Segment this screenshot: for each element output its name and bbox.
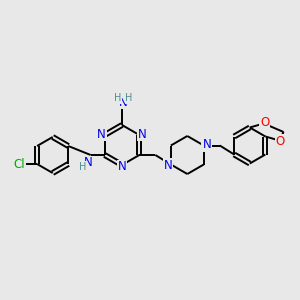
Text: N: N <box>164 159 172 172</box>
Text: N: N <box>138 128 147 140</box>
Text: H: H <box>79 162 86 172</box>
Text: N: N <box>118 95 127 109</box>
Text: O: O <box>276 135 285 148</box>
Text: N: N <box>202 138 211 151</box>
Text: Cl: Cl <box>13 158 25 170</box>
Text: H: H <box>125 93 133 103</box>
Text: O: O <box>260 116 269 129</box>
Text: N: N <box>118 160 126 173</box>
Text: N: N <box>84 157 93 169</box>
Text: H: H <box>114 93 122 103</box>
Text: N: N <box>97 128 106 140</box>
